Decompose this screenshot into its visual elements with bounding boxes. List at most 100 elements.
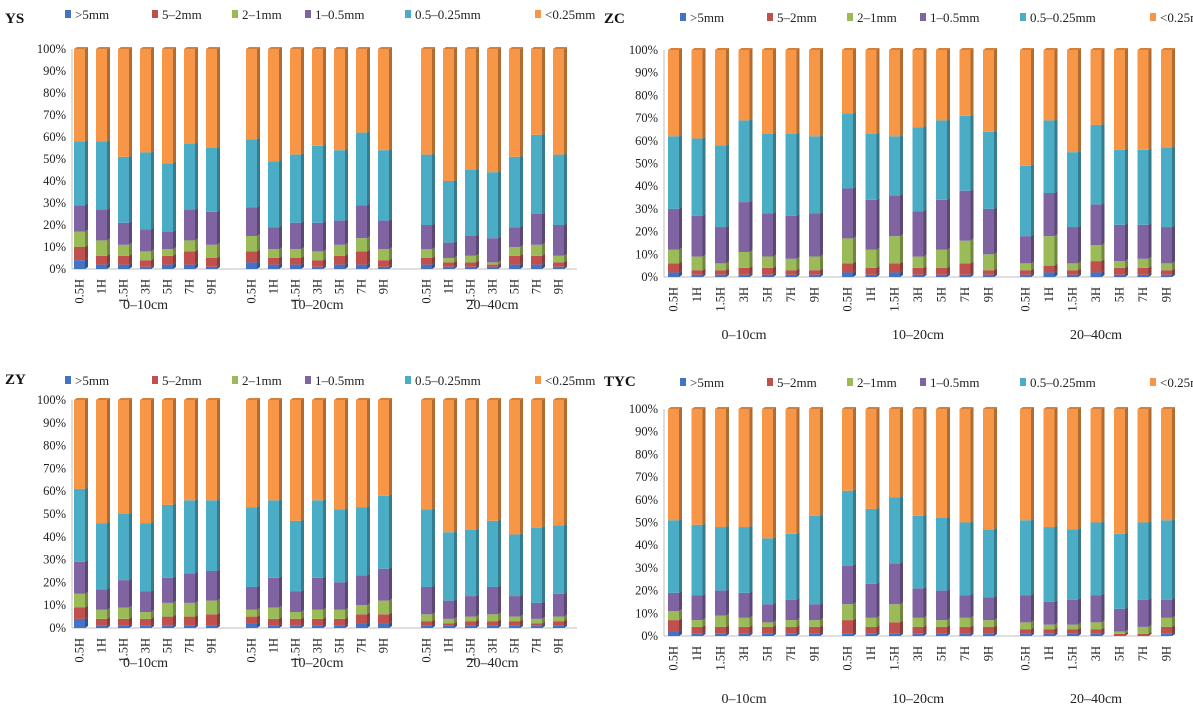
bar-segment bbox=[936, 267, 947, 275]
bar-segment-side bbox=[85, 245, 88, 261]
bar-segment bbox=[553, 154, 564, 225]
bar-top-cap bbox=[140, 398, 154, 400]
bar-segment-side bbox=[1172, 272, 1175, 277]
bar-segment-side bbox=[323, 616, 326, 626]
bar-segment-side bbox=[970, 520, 974, 596]
bar-segment-side bbox=[432, 612, 435, 622]
bar-segment bbox=[785, 626, 797, 634]
bar-segment bbox=[378, 150, 389, 221]
bar-segment bbox=[184, 602, 195, 617]
bar-segment bbox=[1090, 622, 1102, 630]
bar-segment bbox=[312, 400, 323, 501]
bar-segment-side bbox=[432, 398, 435, 510]
bar-segment-side bbox=[454, 179, 457, 243]
bar-segment bbox=[809, 620, 820, 627]
bar-segment-side bbox=[749, 200, 753, 253]
bar-top-cap bbox=[842, 407, 856, 409]
bar-segment-side bbox=[679, 261, 682, 273]
x-tick-label: 0.5H bbox=[420, 638, 434, 663]
bar-segment-side bbox=[520, 154, 523, 228]
bar-segment-side bbox=[1172, 225, 1175, 264]
bar-segment-side bbox=[173, 229, 176, 250]
bar-segment-side bbox=[773, 211, 776, 257]
bar-segment-side bbox=[498, 623, 501, 628]
bar-segment bbox=[118, 514, 129, 581]
bar-top-cap bbox=[206, 398, 220, 400]
bar-segment bbox=[74, 247, 85, 261]
bar-top-cap bbox=[785, 407, 800, 409]
bar-segment bbox=[356, 507, 367, 576]
bar-segment-side bbox=[389, 247, 392, 261]
bar-segment bbox=[334, 609, 345, 619]
bar-segment bbox=[1161, 263, 1172, 271]
bar-segment-side bbox=[476, 594, 479, 617]
bar-segment-side bbox=[923, 615, 927, 627]
bar-segment-side bbox=[498, 612, 501, 622]
bar-segment bbox=[1067, 50, 1078, 153]
bar-top-cap bbox=[312, 398, 326, 400]
bar-segment bbox=[1161, 633, 1172, 636]
bar-segment bbox=[206, 614, 217, 626]
bar-segment-side bbox=[217, 47, 220, 148]
bar-segment-side bbox=[1078, 48, 1081, 153]
bar-segment-side bbox=[173, 398, 176, 505]
group-label: 10–20cm bbox=[291, 298, 343, 313]
bar-segment-side bbox=[129, 605, 132, 619]
bar-segment bbox=[715, 409, 726, 528]
legend-label: <0.25mm bbox=[1160, 375, 1193, 390]
bar-segment-side bbox=[796, 268, 800, 275]
bar-segment bbox=[246, 400, 257, 508]
bar-top-cap bbox=[206, 47, 220, 49]
legend-label: 5–2mm bbox=[777, 10, 817, 25]
bar-segment-side bbox=[279, 159, 282, 228]
bar-segment bbox=[246, 236, 257, 252]
bar-segment-side bbox=[367, 47, 370, 133]
bar-segment bbox=[531, 255, 542, 265]
bar-segment bbox=[553, 255, 564, 263]
bar-segment bbox=[762, 626, 773, 634]
bar-segment bbox=[443, 266, 454, 269]
bar-segment-side bbox=[773, 620, 776, 627]
bar-segment-side bbox=[923, 272, 927, 277]
bar-segment-side bbox=[345, 242, 348, 256]
bar-top-cap bbox=[74, 398, 88, 400]
bar-segment-side bbox=[217, 264, 220, 269]
bar-segment-side bbox=[257, 205, 260, 236]
bar-top-cap bbox=[959, 407, 974, 409]
bar-segment bbox=[1090, 522, 1102, 596]
bar-segment-side bbox=[1054, 407, 1058, 528]
bar-segment bbox=[74, 231, 85, 247]
bar-segment bbox=[553, 266, 564, 269]
x-tick-label: 0.5H bbox=[841, 646, 855, 671]
bar-segment-side bbox=[876, 615, 880, 627]
bar-segment bbox=[246, 616, 257, 624]
bar-segment bbox=[1067, 227, 1078, 264]
bar-segment bbox=[356, 400, 367, 508]
legend-swatch bbox=[305, 10, 311, 18]
bar-top-cap bbox=[785, 48, 800, 50]
bar-top-cap bbox=[184, 398, 198, 400]
bar-segment bbox=[691, 595, 703, 621]
bar-segment-side bbox=[1125, 272, 1128, 277]
bar-segment-side bbox=[129, 220, 132, 245]
bar-segment bbox=[889, 50, 900, 137]
y-tick-label: 50% bbox=[43, 152, 66, 166]
bar-segment bbox=[246, 507, 257, 587]
bar-segment-side bbox=[1101, 259, 1105, 273]
bar-segment-side bbox=[679, 618, 682, 632]
bar-segment bbox=[378, 614, 389, 624]
bar-segment bbox=[1114, 633, 1125, 636]
bar-segment bbox=[1020, 165, 1031, 237]
bar-segment-side bbox=[970, 593, 974, 618]
bar-segment-side bbox=[217, 256, 220, 267]
y-tick-label: 90% bbox=[43, 64, 66, 78]
bar-segment bbox=[912, 274, 924, 277]
bar-segment-side bbox=[1148, 147, 1152, 225]
bar-segment bbox=[312, 260, 323, 267]
bar-segment bbox=[421, 154, 432, 225]
x-tick-label: 7H bbox=[183, 279, 197, 294]
x-tick-label: 1H bbox=[864, 287, 878, 302]
bar-segment-side bbox=[1031, 163, 1034, 237]
bar-top-cap bbox=[936, 48, 950, 50]
bar-segment bbox=[715, 527, 726, 591]
